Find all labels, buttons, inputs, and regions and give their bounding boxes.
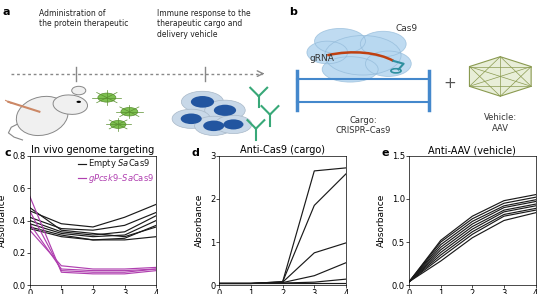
- Circle shape: [121, 108, 138, 116]
- Ellipse shape: [360, 31, 406, 57]
- Y-axis label: Absorbance: Absorbance: [377, 194, 386, 247]
- Circle shape: [204, 100, 245, 121]
- Text: b: b: [289, 7, 297, 17]
- Text: +: +: [443, 76, 456, 91]
- Ellipse shape: [53, 95, 88, 114]
- Text: a: a: [3, 7, 10, 17]
- Text: Cargo:
CRISPR–Cas9: Cargo: CRISPR–Cas9: [335, 116, 391, 135]
- Circle shape: [110, 121, 126, 128]
- Circle shape: [98, 93, 116, 102]
- Y-axis label: Absorbance: Absorbance: [0, 194, 7, 247]
- Text: e: e: [381, 148, 389, 158]
- Circle shape: [195, 116, 233, 136]
- Ellipse shape: [314, 29, 365, 54]
- Ellipse shape: [72, 86, 86, 95]
- Circle shape: [76, 101, 81, 103]
- Ellipse shape: [307, 41, 348, 64]
- Circle shape: [215, 115, 252, 133]
- Circle shape: [203, 121, 224, 131]
- Text: Vehicle:
AAV: Vehicle: AAV: [484, 113, 517, 133]
- Ellipse shape: [322, 57, 378, 82]
- Text: Immune response to the
therapeutic cargo and
delivery vehicle: Immune response to the therapeutic cargo…: [157, 9, 251, 39]
- Title: In vivo genome targeting: In vivo genome targeting: [31, 145, 155, 155]
- Ellipse shape: [16, 96, 68, 136]
- Text: c: c: [4, 148, 11, 158]
- Circle shape: [214, 105, 236, 116]
- Text: Cas9: Cas9: [396, 24, 418, 33]
- Polygon shape: [470, 57, 531, 96]
- Y-axis label: Absorbance: Absorbance: [195, 194, 204, 247]
- Ellipse shape: [365, 51, 411, 76]
- Circle shape: [191, 96, 214, 108]
- Ellipse shape: [325, 36, 401, 75]
- Circle shape: [223, 119, 243, 129]
- Text: d: d: [192, 148, 200, 158]
- Text: Administration of
the protein therapeutic: Administration of the protein therapeuti…: [39, 9, 129, 28]
- Text: gRNA: gRNA: [309, 54, 334, 63]
- Legend: Empty $\it{Sa}$Cas9, $\it{gPcsk9}$–$\it{Sa}$Cas9: Empty $\it{Sa}$Cas9, $\it{gPcsk9}$–$\it{…: [77, 158, 155, 185]
- Circle shape: [172, 109, 210, 128]
- Title: Anti-Cas9 (cargo): Anti-Cas9 (cargo): [240, 145, 325, 155]
- Circle shape: [181, 113, 202, 124]
- Circle shape: [181, 91, 223, 112]
- Title: Anti-AAV (vehicle): Anti-AAV (vehicle): [428, 145, 516, 155]
